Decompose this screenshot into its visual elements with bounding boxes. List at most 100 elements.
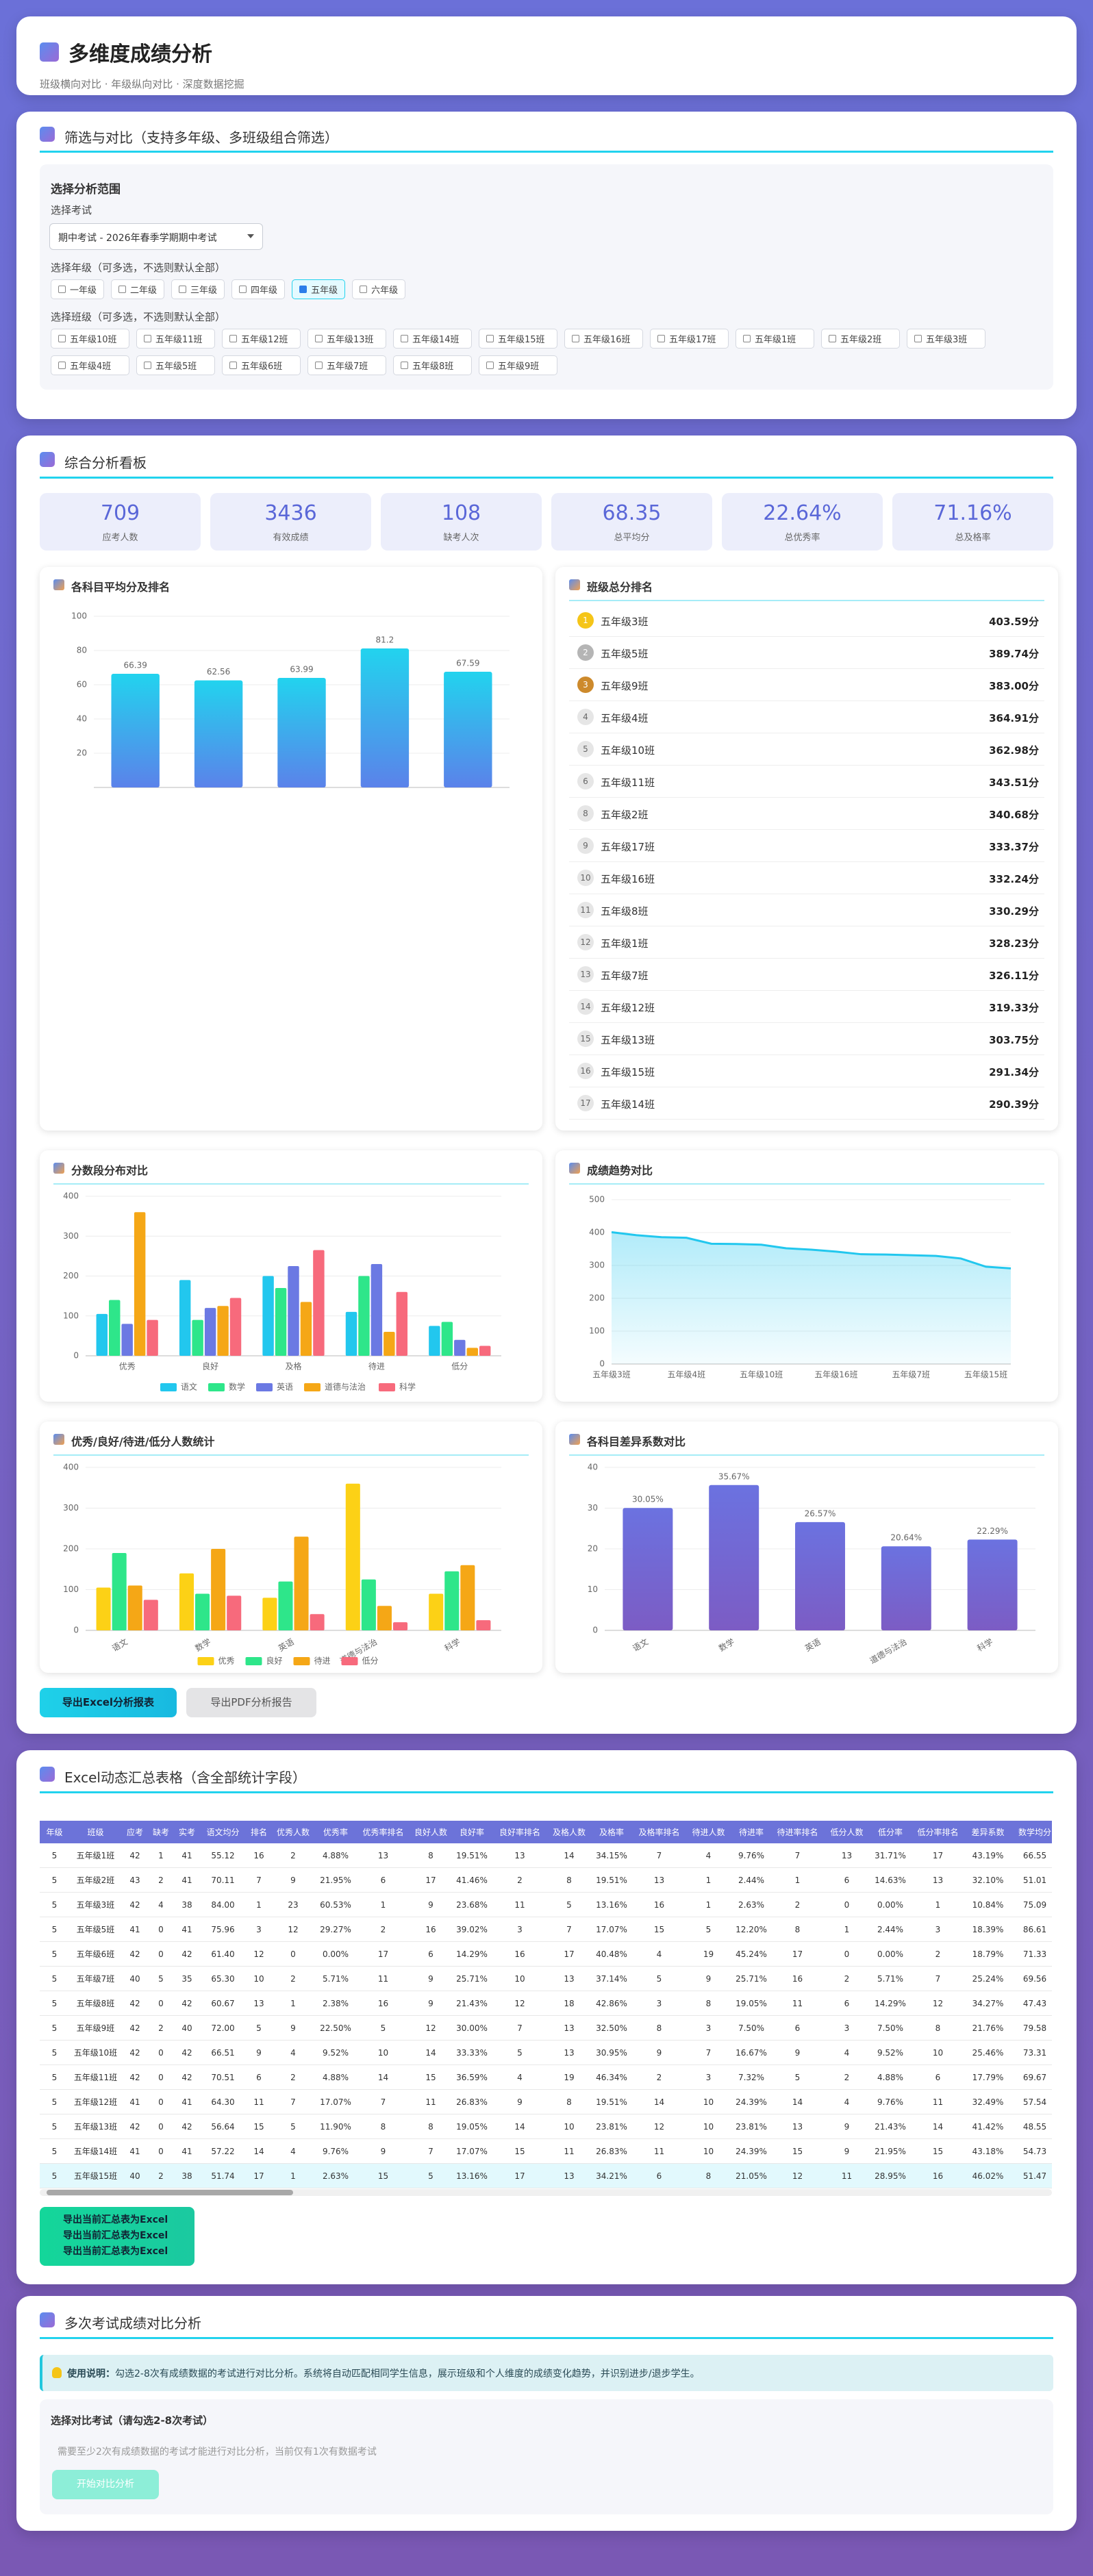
table-cell: 43 <box>122 1867 148 1893</box>
table-cell: 5.71% <box>314 1966 357 1991</box>
table-cell: 2 <box>633 2064 686 2090</box>
table-row[interactable]: 5 五年级9班 42 2 40 72.00 5 9 22.50% 5 12 30.00% 7 13 32.5… <box>40 2015 1052 2041</box>
table-row[interactable]: 5 五年级2班 43 2 41 70.11 7 9 21.95% 6 17 41.46% 2 8 19.51… <box>40 1867 1052 1893</box>
checkbox[interactable] <box>58 362 66 369</box>
scrollbar-thumb[interactable] <box>47 2190 293 2195</box>
checkbox-option[interactable]: 五年级 <box>292 279 346 299</box>
export-button[interactable]: 导出当前汇总表为Excel <box>63 2214 168 2225</box>
checkbox[interactable] <box>486 362 494 369</box>
start-compare-button[interactable]: 开始对比分析 <box>52 2470 159 2499</box>
table-row[interactable]: 5 五年级13班 42 0 42 56.64 15 5 11.90% 8 8 19.05% 14 10 23… <box>40 2114 1052 2139</box>
checkbox[interactable] <box>743 335 751 342</box>
table-cell: 5.71% <box>870 1966 911 1991</box>
checkbox-option[interactable]: 五年级1班 <box>736 329 814 349</box>
checkbox-option[interactable]: 五年级15班 <box>479 329 557 349</box>
option-label: 五年级17班 <box>669 335 716 345</box>
export-pdf-button[interactable]: 导出PDF分析报告 <box>186 1688 316 1717</box>
checkbox-option[interactable]: 五年级9班 <box>479 355 557 375</box>
table-cell: 12 <box>492 1991 548 2016</box>
value-label: 67.59 <box>456 659 479 668</box>
checkbox-option[interactable]: 二年级 <box>111 279 165 299</box>
option-label: 五年级13班 <box>327 335 374 345</box>
checkbox-option[interactable]: 五年级6班 <box>222 355 301 375</box>
checkbox-option[interactable]: 五年级11班 <box>136 329 215 349</box>
checkbox-option[interactable]: 五年级13班 <box>307 329 386 349</box>
option-label: 三年级 <box>190 286 218 296</box>
checkbox[interactable] <box>58 286 66 293</box>
export-button[interactable]: 导出当前汇总表为Excel <box>63 2230 168 2241</box>
table-cell: 5 <box>40 1843 69 1868</box>
table-row[interactable]: 5 五年级11班 42 0 42 70.51 6 2 4.88% 14 15 36.59% 4 19 46.… <box>40 2064 1052 2090</box>
checkbox-option[interactable]: 五年级12班 <box>222 329 301 349</box>
checkbox-option[interactable]: 五年级3班 <box>907 329 985 349</box>
x-tick-label: 语文 <box>110 1637 129 1654</box>
table-cell: 0 <box>148 2089 174 2114</box>
table-cell: 37.14% <box>590 1966 633 1991</box>
checkbox[interactable] <box>401 335 408 342</box>
table-row[interactable]: 5 五年级5班 41 0 41 75.96 3 12 29.27% 2 16 39.02% 3 7 17.0… <box>40 1917 1052 1942</box>
checkbox-option[interactable]: 六年级 <box>352 279 406 299</box>
table-row[interactable]: 5 五年级10班 42 0 42 66.51 9 4 9.52% 10 14 33.33% 5 13 30.… <box>40 2040 1052 2065</box>
export-button[interactable]: 导出当前汇总表为Excel <box>63 2246 168 2257</box>
checkbox-option[interactable]: 一年级 <box>51 279 105 299</box>
checkbox-option[interactable]: 五年级17班 <box>650 329 729 349</box>
table-cell: 75.09 <box>1011 1892 1052 1917</box>
checkbox[interactable] <box>315 362 323 369</box>
table-cell: 72.00 <box>200 2015 246 2041</box>
table-row[interactable]: 5 五年级6班 42 0 42 61.40 12 0 0.00% 17 6 14.29% 16 17 40.… <box>40 1941 1052 1967</box>
checkbox[interactable] <box>829 335 836 342</box>
table-row[interactable]: 5五年级16班4114067.51825.00%121127.50%81947.… <box>40 2188 1052 2189</box>
checkbox[interactable] <box>179 286 187 293</box>
stat-label: 总平均分 <box>614 533 650 543</box>
column-header: 低分人数 <box>824 1821 870 1843</box>
table-row[interactable]: 5 五年级14班 41 0 41 57.22 14 4 9.76% 9 7 17.07% 15 11 26.… <box>40 2138 1052 2164</box>
export-table-buttons[interactable]: 导出当前汇总表为Excel 导出当前汇总表为Excel 导出当前汇总表为Excel <box>40 2207 194 2266</box>
table-row[interactable]: 5 五年级1班 42 1 41 55.12 16 2 4.88% 13 8 19.51% 13 14 34.… <box>40 1843 1052 1868</box>
checkbox-option[interactable]: 五年级2班 <box>821 329 900 349</box>
exam-label: 选择考试 <box>51 204 92 216</box>
checkbox[interactable] <box>229 335 237 342</box>
table-cell: 69.56 <box>1011 1966 1052 1991</box>
checkbox[interactable] <box>486 335 494 342</box>
checkbox-option[interactable]: 五年级16班 <box>564 329 643 349</box>
checkbox[interactable] <box>360 286 368 293</box>
checkbox-option[interactable]: 五年级5班 <box>136 355 215 375</box>
checkbox[interactable] <box>144 362 151 369</box>
option-label: 五年级15班 <box>498 335 545 345</box>
legend-label: 优秀 <box>218 1656 235 1666</box>
table-cell: 1 <box>686 1867 731 1893</box>
checkbox[interactable] <box>229 362 237 369</box>
checkbox[interactable] <box>118 286 127 293</box>
checkbox[interactable] <box>572 335 579 342</box>
checkbox[interactable] <box>144 335 151 342</box>
table-cell: 41 <box>122 2188 148 2189</box>
bar <box>262 1276 274 1356</box>
checkbox[interactable] <box>239 286 247 293</box>
checkbox[interactable] <box>299 286 307 293</box>
checkbox[interactable] <box>315 335 323 342</box>
bar <box>881 1546 931 1630</box>
checkbox-option[interactable]: 三年级 <box>171 279 225 299</box>
table-cell: 10.84% <box>965 1892 1011 1917</box>
export-excel-button[interactable]: 导出Excel分析报表 <box>40 1688 177 1717</box>
checkbox[interactable] <box>914 335 922 342</box>
table-row[interactable]: 5 五年级8班 42 0 42 60.67 13 1 2.38% 16 9 21.43% 12 18 42.… <box>40 1991 1052 2016</box>
checkbox-option[interactable]: 四年级 <box>231 279 286 299</box>
exam-select[interactable]: 期中考试 - 2026年春季学期期中考试 <box>49 223 263 250</box>
table-row[interactable]: 5 五年级3班 42 4 38 84.00 1 23 60.53% 1 9 23.68% 11 5 13.1… <box>40 1892 1052 1917</box>
option-label: 二年级 <box>130 286 158 296</box>
checkbox[interactable] <box>58 335 66 342</box>
checkbox-option[interactable]: 五年级8班 <box>393 355 472 375</box>
checkbox[interactable] <box>657 335 665 342</box>
table-cell: 16 <box>357 1991 410 2016</box>
table-cell: 2.50% <box>870 2188 911 2189</box>
checkbox[interactable] <box>401 362 408 369</box>
table-row[interactable]: 5 五年级12班 41 0 41 64.30 11 7 17.07% 7 11 26.83% 9 8 19.… <box>40 2089 1052 2114</box>
checkbox-option[interactable]: 五年级7班 <box>307 355 386 375</box>
table-row[interactable]: 5 五年级15班 40 2 38 51.74 17 1 2.63% 15 5 13.16% 17 13 34… <box>40 2163 1052 2188</box>
checkbox-option[interactable]: 五年级10班 <box>51 329 129 349</box>
checkbox-option[interactable]: 五年级14班 <box>393 329 472 349</box>
table-row[interactable]: 5 五年级7班 40 5 35 65.30 10 2 5.71% 11 9 25.71% 10 13 37.… <box>40 1966 1052 1991</box>
table-cell: 6 <box>824 1991 870 2016</box>
checkbox-option[interactable]: 五年级4班 <box>51 355 129 375</box>
